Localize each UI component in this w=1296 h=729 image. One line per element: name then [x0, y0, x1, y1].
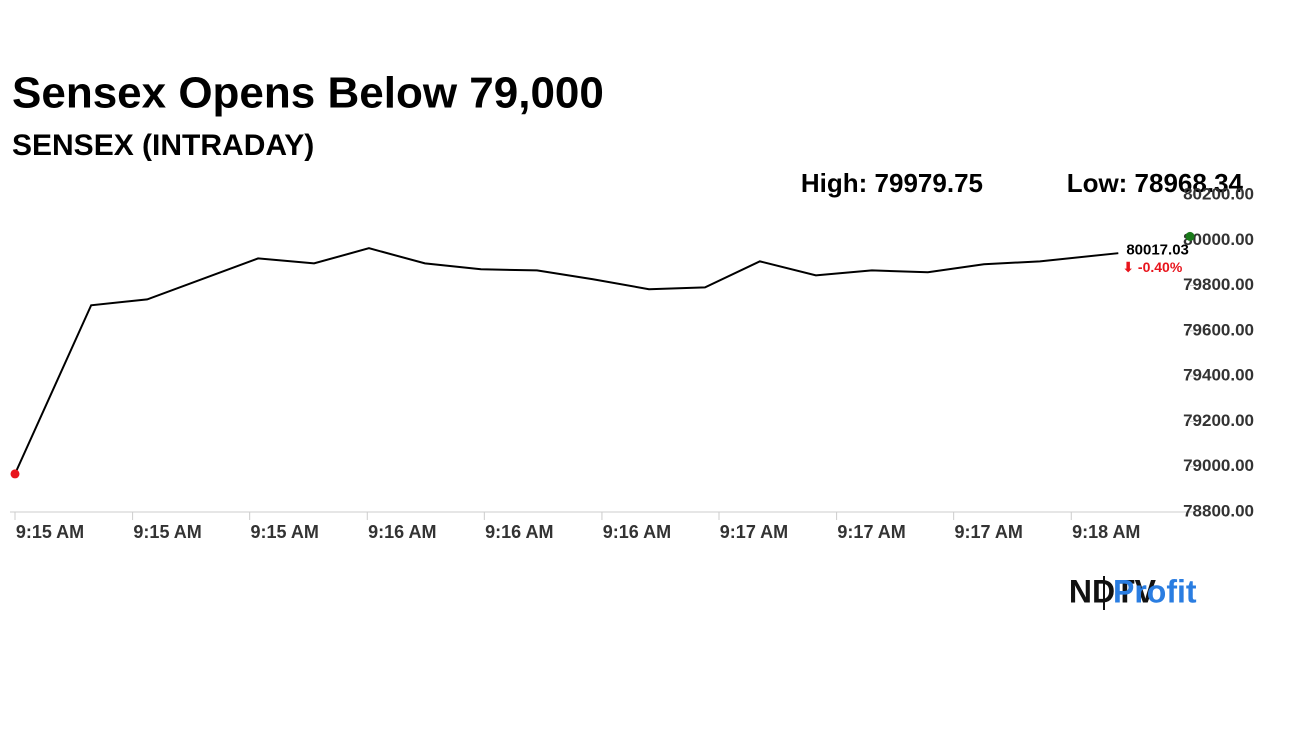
- low-label: Low: 78968.34: [1067, 168, 1244, 198]
- reference-point: [1185, 231, 1195, 241]
- x-tick-label: 9:18 AM: [1072, 522, 1140, 542]
- y-tick-label: 80200.00: [1183, 184, 1254, 203]
- y-tick-label: 80000.00: [1183, 230, 1254, 249]
- x-tick-label: 9:15 AM: [250, 522, 318, 542]
- first-point: [10, 469, 20, 479]
- y-tick-label: 79400.00: [1183, 366, 1254, 385]
- y-tick-label: 79200.00: [1183, 411, 1254, 430]
- y-tick-label: 79600.00: [1183, 320, 1254, 339]
- x-tick-label: 9:17 AM: [720, 522, 788, 542]
- logo-suffix: Profit: [1113, 573, 1197, 609]
- x-tick-label: 9:17 AM: [954, 522, 1022, 542]
- y-tick-label: 78800.00: [1183, 501, 1254, 520]
- x-tick-label: 9:16 AM: [368, 522, 436, 542]
- reference-label: 80017.03: [1126, 241, 1189, 258]
- y-tick-label: 79800.00: [1183, 275, 1254, 294]
- x-tick-label: 9:15 AM: [133, 522, 201, 542]
- change-label: ⬇ -0.40%: [1122, 259, 1183, 275]
- logo: NDTV: [1069, 573, 1157, 609]
- x-tick-label: 9:16 AM: [603, 522, 671, 542]
- high-label: High: 79979.75: [801, 168, 983, 198]
- x-tick-label: 9:15 AM: [16, 522, 84, 542]
- chart-subtitle: SENSEX (INTRADAY): [12, 129, 314, 162]
- y-tick-label: 79000.00: [1183, 456, 1254, 475]
- x-tick-label: 9:16 AM: [485, 522, 553, 542]
- chart-title: Sensex Opens Below 79,000: [12, 69, 604, 118]
- x-tick-label: 9:17 AM: [837, 522, 905, 542]
- line: [14, 247, 1119, 475]
